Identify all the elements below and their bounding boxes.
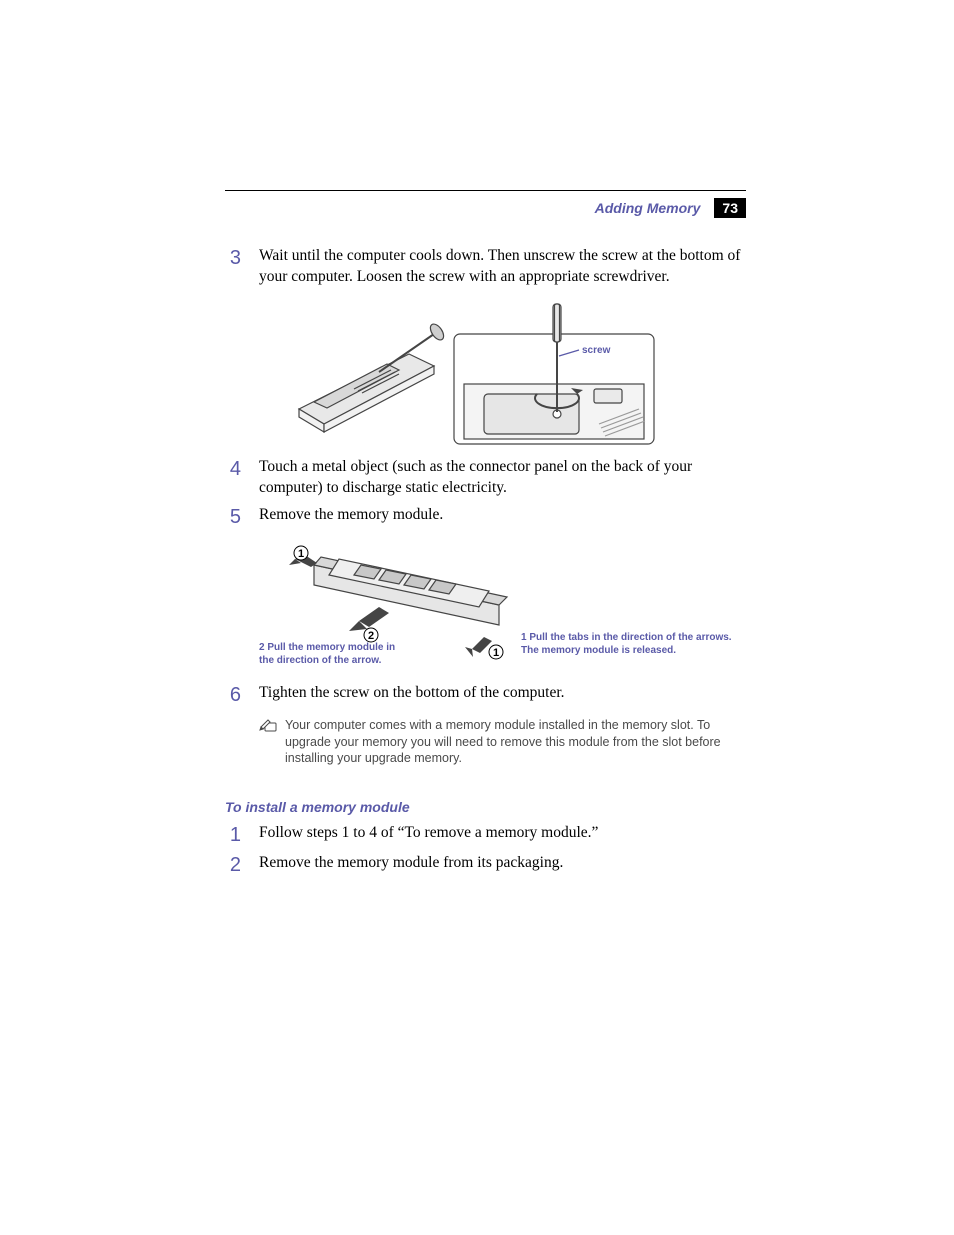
page: Adding Memory 73 3 Wait until the comput… xyxy=(0,0,954,1235)
note-pencil-icon xyxy=(259,718,277,768)
step-number: 4 xyxy=(225,457,241,499)
memory-module-illustration-icon: 1 1 2 1 Pull the tabs in the direction o… xyxy=(259,535,749,675)
circled-1-left: 1 xyxy=(298,548,304,560)
step-text: Remove the memory module from its packag… xyxy=(259,853,563,877)
callout-right-line2: The memory module is released. xyxy=(521,645,676,656)
unscrew-illustration-icon: screw xyxy=(259,294,659,449)
step-4: 4 Touch a metal object (such as the conn… xyxy=(225,457,744,499)
note: Your computer comes with a memory module… xyxy=(259,717,744,768)
page-number-badge: 73 xyxy=(714,198,746,218)
step-number: 6 xyxy=(225,683,241,707)
step-6: 6 Tighten the screw on the bottom of the… xyxy=(225,683,744,707)
step-text: Follow steps 1 to 4 of “To remove a memo… xyxy=(259,823,598,847)
section-title: Adding Memory xyxy=(595,200,701,216)
step-number: 1 xyxy=(225,823,241,847)
figure-remove-module: 1 1 2 1 Pull the tabs in the direction o… xyxy=(259,535,744,675)
note-text: Your computer comes with a memory module… xyxy=(285,717,744,768)
step-text: Remove the memory module. xyxy=(259,505,443,529)
step-number: 3 xyxy=(225,246,241,288)
step-number: 2 xyxy=(225,853,241,877)
circled-1-right: 1 xyxy=(493,647,499,659)
header-rule xyxy=(225,190,746,191)
callout-right-line1: 1 Pull the tabs in the direction of the … xyxy=(521,632,732,643)
step-3: 3 Wait until the computer cools down. Th… xyxy=(225,246,744,288)
step-5: 5 Remove the memory module. xyxy=(225,505,744,529)
screw-label: screw xyxy=(582,345,611,356)
callout-left-line2: the direction of the arrow. xyxy=(259,655,382,666)
step-text: Wait until the computer cools down. Then… xyxy=(259,246,744,288)
install-step-2: 2 Remove the memory module from its pack… xyxy=(225,853,744,877)
step-number: 5 xyxy=(225,505,241,529)
step-text: Tighten the screw on the bottom of the c… xyxy=(259,683,565,707)
circled-2: 2 xyxy=(368,630,374,642)
content-area: 3 Wait until the computer cools down. Th… xyxy=(225,246,744,877)
running-header: Adding Memory 73 xyxy=(595,198,746,218)
install-step-1: 1 Follow steps 1 to 4 of “To remove a me… xyxy=(225,823,744,847)
figure-unscrew: screw xyxy=(259,294,744,449)
step-text: Touch a metal object (such as the connec… xyxy=(259,457,744,499)
install-subheading: To install a memory module xyxy=(225,799,744,815)
callout-left-line1: 2 Pull the memory module in xyxy=(259,642,395,653)
